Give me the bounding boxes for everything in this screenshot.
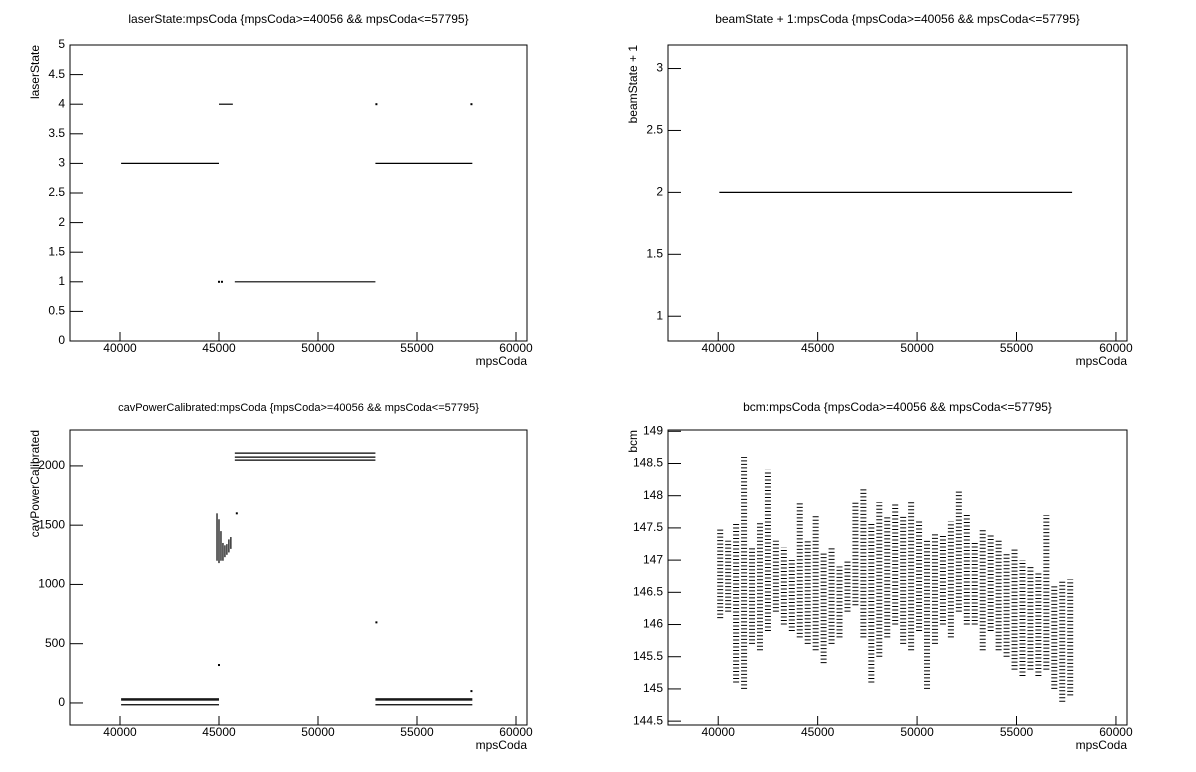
x-tick-label: 45000 (202, 341, 236, 355)
y-tick-label: 2.5 (48, 185, 65, 199)
chart-title: cavPowerCalibrated:mpsCoda {mpsCoda>=400… (118, 402, 479, 414)
y-tick-label: 4.5 (48, 67, 65, 81)
x-tick-label: 55000 (1000, 725, 1034, 739)
x-axis-label: mpsCoda (476, 738, 528, 752)
data-point (220, 280, 223, 283)
y-axis-label: cavPowerCalibrated (28, 430, 42, 537)
data-point (470, 690, 473, 693)
x-tick-label: 60000 (1099, 341, 1133, 355)
y-tick-label: 147.5 (633, 520, 663, 534)
x-tick-label: 45000 (202, 725, 236, 739)
plot-frame (69, 429, 528, 726)
x-tick-label: 60000 (499, 725, 533, 739)
y-tick-label: 2 (656, 185, 663, 199)
chart-title: laserState:mpsCoda {mpsCoda>=40056 && mp… (128, 12, 468, 26)
y-tick-label: 147 (643, 552, 663, 566)
y-tick-label: 1000 (38, 577, 65, 591)
y-tick-label: 1.5 (646, 246, 663, 260)
data-point (217, 280, 220, 283)
y-tick-label: 145 (643, 681, 663, 695)
y-axis-label: bcm (626, 430, 640, 453)
y-tick-label: 146 (643, 617, 663, 631)
y-tick-label: 2.5 (646, 123, 663, 137)
x-axis-label: mpsCoda (1076, 354, 1128, 368)
y-axis-label: laserState (28, 45, 42, 99)
plot-frame (667, 44, 1128, 342)
x-tick-label: 40000 (103, 341, 137, 355)
x-tick-label: 50000 (900, 725, 934, 739)
data-point (375, 621, 378, 624)
y-tick-label: 145.5 (633, 649, 663, 663)
x-tick-label: 55000 (400, 341, 434, 355)
x-tick-label: 40000 (702, 341, 736, 355)
x-tick-label: 55000 (400, 725, 434, 739)
x-tick-label: 40000 (702, 725, 736, 739)
x-axis-label: mpsCoda (476, 354, 528, 368)
y-tick-label: 0 (58, 333, 65, 347)
x-tick-label: 45000 (801, 341, 835, 355)
plot-frame (667, 429, 1128, 726)
x-tick-label: 50000 (900, 341, 934, 355)
y-tick-label: 3 (656, 61, 663, 75)
y-axis-label: beamState + 1 (626, 45, 640, 124)
y-tick-label: 5 (58, 37, 65, 51)
data-point (235, 512, 238, 515)
y-tick-label: 3 (58, 156, 65, 170)
y-tick-label: 144.5 (633, 713, 663, 727)
y-tick-label: 0 (58, 695, 65, 709)
x-tick-label: 60000 (1099, 725, 1133, 739)
y-tick-label: 500 (45, 636, 65, 650)
x-tick-label: 40000 (103, 725, 137, 739)
y-tick-label: 4 (58, 96, 65, 110)
x-tick-label: 45000 (801, 725, 835, 739)
data-point (375, 103, 378, 106)
y-tick-label: 148 (643, 488, 663, 502)
x-tick-label: 50000 (301, 341, 335, 355)
chart-title: bcm:mpsCoda {mpsCoda>=40056 && mpsCoda<=… (743, 400, 1052, 414)
data-point (217, 664, 220, 667)
data-point (470, 103, 473, 106)
y-tick-label: 1500 (38, 517, 65, 531)
x-tick-label: 55000 (1000, 341, 1034, 355)
y-tick-label: 2 (58, 215, 65, 229)
chart-title: beamState + 1:mpsCoda {mpsCoda>=40056 &&… (715, 12, 1080, 26)
y-tick-label: 2000 (38, 458, 65, 472)
y-tick-label: 1 (58, 274, 65, 288)
y-tick-label: 146.5 (633, 584, 663, 598)
y-tick-label: 0.5 (48, 304, 65, 318)
x-axis-label: mpsCoda (1076, 738, 1128, 752)
y-tick-label: 3.5 (48, 126, 65, 140)
y-tick-label: 1.5 (48, 244, 65, 258)
x-tick-label: 50000 (301, 725, 335, 739)
x-tick-label: 60000 (499, 341, 533, 355)
y-tick-label: 148.5 (633, 456, 663, 470)
y-tick-label: 1 (656, 308, 663, 322)
y-tick-label: 149 (643, 423, 663, 437)
